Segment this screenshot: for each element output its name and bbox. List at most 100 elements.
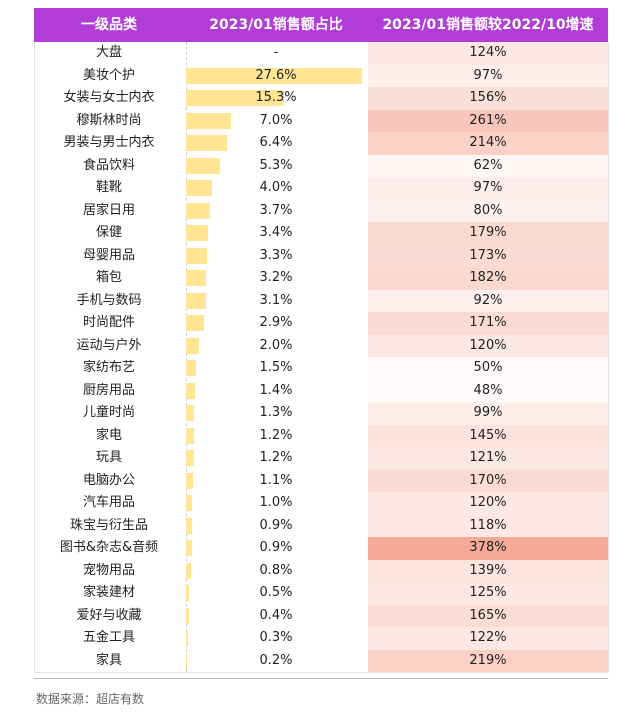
share-cell: 0.2% [186, 650, 366, 673]
growth-cell: 171% [368, 312, 608, 335]
share-bar [186, 157, 220, 174]
share-bar [186, 112, 231, 129]
share-cell: 5.3% [186, 155, 366, 178]
growth-cell: 62% [368, 154, 608, 177]
category-label: 家装建材 [82, 585, 135, 600]
share-value: 5.3% [259, 157, 293, 173]
table-header: 一级品类 2023/01销售额占比 2023/01销售额较2022/10增速 [34, 8, 608, 42]
growth-cell: 182% [368, 267, 608, 290]
share-bar [186, 180, 212, 196]
share-value: 0.2% [259, 652, 293, 668]
share-value: 3.7% [259, 202, 293, 218]
growth-cell: 92% [368, 289, 608, 312]
share-cell: 3.7% [186, 200, 366, 223]
share-bar [186, 382, 195, 399]
category-label: 大盘 [95, 45, 122, 60]
share-bar [186, 607, 189, 624]
growth-cell: 124% [368, 42, 608, 65]
share-value: 2.0% [259, 337, 293, 353]
table-row: 家装建材 0.5% 125% [34, 582, 608, 605]
share-cell: 1.1% [186, 470, 366, 493]
category-label: 鞋靴 [95, 180, 122, 195]
table-row: 运动与户外 2.0% 120% [34, 334, 608, 358]
growth-cell: 145% [368, 424, 608, 447]
category-label: 居家日用 [82, 202, 135, 218]
share-cell: 0.5% [186, 582, 366, 605]
share-bar [186, 135, 227, 151]
share-bar [186, 630, 188, 646]
category-label: 食品饮料 [82, 157, 135, 173]
growth-cell: 219% [368, 649, 608, 672]
growth-cell: 80% [368, 199, 608, 222]
table-row: 鞋靴 4.0% 97% [34, 177, 608, 200]
growth-cell: 120% [368, 334, 608, 357]
share-bar [186, 247, 208, 264]
table-row: 食品饮料 5.3% 62% [34, 154, 608, 178]
table-row: 家纺布艺 1.5% 50% [34, 357, 608, 380]
growth-cell: 97% [368, 64, 608, 87]
category-label: 宠物用品 [82, 562, 135, 578]
share-value: 2.9% [259, 315, 293, 330]
share-bar [186, 405, 195, 421]
share-bar [186, 360, 196, 376]
share-cell: 6.4% [186, 132, 366, 155]
header-share: 2023/01销售额占比 [209, 17, 343, 33]
category-label: 母婴用品 [82, 247, 135, 263]
share-cell: 1.2% [186, 425, 366, 448]
table-row: 玩具 1.2% 121% [34, 447, 608, 470]
share-value: 3.3% [259, 247, 293, 263]
share-cell: 2.9% [186, 312, 366, 335]
growth-cell: 48% [368, 379, 608, 402]
category-label: 玩具 [95, 450, 122, 465]
share-cell: 1.5% [186, 357, 366, 380]
growth-cell: 170% [368, 469, 608, 492]
share-value: 15.3% [255, 90, 297, 105]
category-label: 家纺布艺 [82, 360, 135, 375]
table-row: 电脑办公 1.1% 170% [34, 469, 608, 493]
share-value: 1.1% [259, 472, 293, 488]
category-label: 儿童时尚 [82, 405, 135, 420]
share-value: 3.1% [259, 292, 293, 308]
share-bar [186, 517, 192, 534]
table-row: 男装与男士内衣 6.4% 214% [34, 132, 608, 155]
share-value: 27.6% [255, 67, 297, 83]
category-label: 穆斯林时尚 [76, 112, 142, 128]
share-bar [186, 315, 205, 331]
footer-divider [34, 678, 608, 679]
category-label: 手机与数码 [76, 292, 142, 308]
table-frame [34, 42, 609, 673]
table-row: 保健 3.4% 179% [34, 222, 608, 245]
share-value: 7.0% [259, 112, 293, 128]
share-value: 0.9% [259, 517, 293, 533]
table-row: 珠宝与衍生品 0.9% 118% [34, 514, 608, 537]
share-bar [186, 472, 193, 489]
category-label: 美妆个护 [82, 67, 135, 83]
share-cell: 2.0% [186, 335, 366, 358]
column-divider [186, 42, 187, 672]
share-value: 0.9% [259, 540, 293, 555]
share-bar [186, 337, 199, 354]
table-row: 儿童时尚 1.3% 99% [34, 402, 608, 425]
category-label: 时尚配件 [82, 315, 135, 330]
growth-cell: 378% [368, 537, 608, 560]
share-value: 1.2% [259, 450, 293, 465]
share-cell: 1.4% [186, 380, 366, 403]
category-label: 珠宝与衍生品 [69, 517, 148, 533]
share-value: 3.2% [259, 270, 293, 285]
share-value: 6.4% [259, 135, 293, 150]
share-value: 0.3% [259, 630, 293, 645]
growth-cell: 122% [368, 627, 608, 650]
table-row: 宠物用品 0.8% 139% [34, 559, 608, 582]
share-cell: - [186, 42, 366, 65]
category-label: 电脑办公 [82, 472, 135, 488]
share-cell: 15.3% [186, 87, 366, 110]
category-label: 图书&杂志&音频 [59, 540, 159, 555]
table-row: 厨房用品 1.4% 48% [34, 379, 608, 403]
table-row: 爱好与收藏 0.4% 165% [34, 604, 608, 627]
growth-cell: 173% [368, 244, 608, 267]
category-label: 爱好与收藏 [76, 607, 142, 623]
share-bar [186, 90, 284, 106]
category-label: 箱包 [95, 270, 122, 285]
share-cell: 0.9% [186, 537, 366, 560]
growth-cell: 125% [368, 582, 608, 605]
